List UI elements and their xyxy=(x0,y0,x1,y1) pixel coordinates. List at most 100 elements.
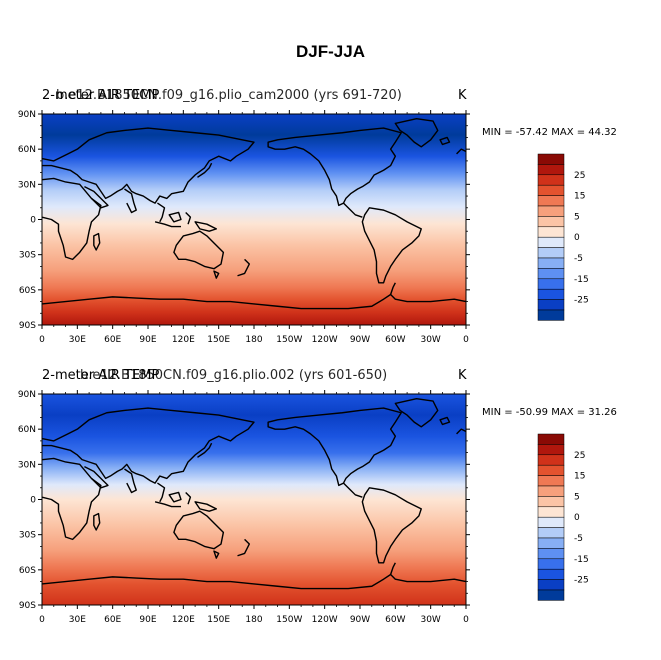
lon-tick-label: 0 xyxy=(463,615,469,625)
lat-tick-label: 90S xyxy=(19,601,36,611)
colorbar-swatch xyxy=(537,195,565,207)
lon-tick-label: 60E xyxy=(104,615,121,625)
panel-2-variable-title: 2-meter AIR TEMP xyxy=(42,368,160,383)
colorbar-swatch xyxy=(537,278,565,290)
colorbar-swatch xyxy=(537,527,565,539)
colorbar-label: -5 xyxy=(574,534,583,544)
colorbar-label: -15 xyxy=(574,275,589,285)
lon-tick-label: 30E xyxy=(69,615,86,625)
colorbar-swatch xyxy=(537,485,565,497)
colorbar-swatch xyxy=(537,558,565,570)
panel-2-min-label: MIN = -50.99 xyxy=(482,407,549,418)
colorbar-swatch xyxy=(537,268,565,280)
colorbar-swatch xyxy=(537,257,565,269)
colorbar-swatch xyxy=(537,496,565,508)
lon-tick-label: 60W xyxy=(385,335,405,345)
lon-tick-label: 150W xyxy=(276,335,302,345)
colorbar-label: 15 xyxy=(574,472,585,482)
colorbar-swatch xyxy=(537,537,565,549)
lon-tick-label: 150E xyxy=(207,615,230,625)
lon-tick-label: 90E xyxy=(139,615,156,625)
colorbar-swatch xyxy=(537,299,565,311)
colorbar-label: 25 xyxy=(574,171,585,181)
colorbar-swatch xyxy=(537,164,565,176)
lon-tick-label: 0 xyxy=(39,335,45,345)
colorbar-swatch xyxy=(537,475,565,487)
colorbar-swatch xyxy=(537,506,565,518)
lat-tick-label: 30N xyxy=(18,180,36,190)
lon-tick-label: 0 xyxy=(463,335,469,345)
colorbar-swatch xyxy=(537,247,565,259)
lon-tick-label: 150W xyxy=(276,615,302,625)
colorbar-2: 25 15 5 0 -5 -15 -25 xyxy=(537,433,589,601)
lat-tick-label: 30S xyxy=(19,251,36,261)
lon-tick-label: 180 xyxy=(245,335,262,345)
panel-2-units: K xyxy=(458,368,467,383)
colorbar-swatch xyxy=(537,579,565,591)
colorbar-label: -15 xyxy=(574,555,589,565)
colorbar-label: 5 xyxy=(574,212,580,222)
panel-2-case-title: b.e12.B1850CN.f09_g16.plio.002 (yrs 601-… xyxy=(80,368,388,383)
lon-tick-label: 90W xyxy=(350,615,370,625)
lat-tick-label: 60S xyxy=(19,566,36,576)
colorbar-label: 5 xyxy=(574,492,580,502)
lon-tick-label: 180 xyxy=(245,615,262,625)
panel-2-max-label: MAX = 31.26 xyxy=(551,407,617,418)
colorbar-swatch xyxy=(537,205,565,217)
colorbar-label: -25 xyxy=(574,296,589,306)
colorbar-swatch xyxy=(537,288,565,300)
lon-tick-label: 30E xyxy=(69,335,86,345)
lat-tick-label: 60N xyxy=(18,425,36,435)
colorbar-label: -25 xyxy=(574,576,589,586)
lon-tick-label: 90E xyxy=(139,335,156,345)
panel-1-case-title: b.e12.B1850CN.f09_g16.plio_cam2000 (yrs … xyxy=(56,88,402,103)
colorbar-label: -5 xyxy=(574,254,583,264)
panel-1-min-label: MIN = -57.42 xyxy=(482,127,549,138)
lat-tick-label: 0 xyxy=(30,216,36,226)
colorbar-swatch xyxy=(537,454,565,466)
lon-tick-label: 90W xyxy=(350,335,370,345)
colorbar-swatch xyxy=(537,516,565,528)
colorbar-swatch xyxy=(537,236,565,248)
lon-tick-label: 30W xyxy=(420,335,440,345)
temperature-field-2 xyxy=(42,394,466,605)
lon-tick-label: 60E xyxy=(104,335,121,345)
panel-1-variable-title: 2-meter AIR TEMP xyxy=(42,88,160,103)
colorbar-swatch xyxy=(537,174,565,186)
lon-tick-label: 120E xyxy=(172,615,195,625)
colorbar-swatch xyxy=(537,568,565,580)
colorbar-swatch xyxy=(537,589,565,601)
lon-tick-label: 0 xyxy=(39,615,45,625)
colorbar-swatch xyxy=(537,226,565,238)
colorbar-label: 25 xyxy=(574,451,585,461)
panel-1-units: K xyxy=(458,88,467,103)
temperature-field-1 xyxy=(42,114,466,325)
lat-tick-label: 30S xyxy=(19,531,36,541)
panel-1-max-label: MAX = 44.32 xyxy=(551,127,617,138)
colorbar-swatch xyxy=(537,216,565,228)
colorbar-label: 0 xyxy=(574,233,580,243)
lat-tick-label: 0 xyxy=(30,496,36,506)
lon-tick-label: 120W xyxy=(312,335,338,345)
lat-tick-label: 60N xyxy=(18,145,36,155)
colorbar-swatch xyxy=(537,464,565,476)
panel-2-minmax: MIN = -50.99 MAX = 31.26 xyxy=(482,407,617,418)
lat-tick-label: 90S xyxy=(19,321,36,331)
lon-tick-label: 30W xyxy=(420,615,440,625)
lon-tick-label: 120E xyxy=(172,335,195,345)
lon-tick-label: 150E xyxy=(207,335,230,345)
lon-tick-label: 120W xyxy=(312,615,338,625)
colorbar-swatch xyxy=(537,309,565,321)
colorbar-swatch xyxy=(537,153,565,165)
lat-tick-label: 90N xyxy=(18,390,36,400)
lat-tick-label: 30N xyxy=(18,460,36,470)
panel-1-minmax: MIN = -57.42 MAX = 44.32 xyxy=(482,127,617,138)
lon-tick-label: 60W xyxy=(385,615,405,625)
colorbar-swatch xyxy=(537,444,565,456)
lat-tick-label: 90N xyxy=(18,110,36,120)
figure-title: DJF-JJA xyxy=(296,42,365,61)
